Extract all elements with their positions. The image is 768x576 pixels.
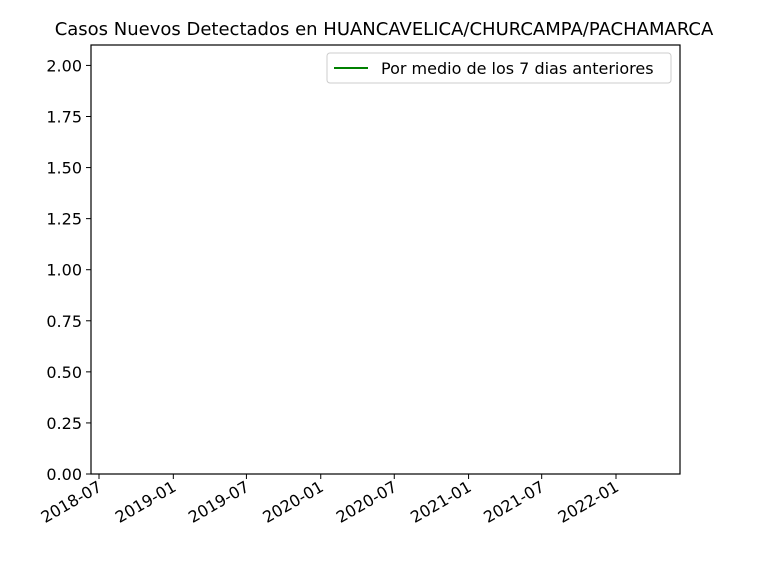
y-tick-label: 0.00 xyxy=(46,465,82,484)
plot-area xyxy=(90,44,681,475)
x-axis: 2018-07 2019-01 2019-07 2020-01 2020-07 2021-… xyxy=(38,474,622,527)
y-tick-label: 1.50 xyxy=(46,159,82,178)
y-tick-label: 1.00 xyxy=(46,261,82,280)
y-axis: 0.00 0.25 0.50 0.75 1.00 1.25 1.50 1.75 2.00 xyxy=(46,56,91,484)
x-tick-label: 2021-07 xyxy=(480,477,547,527)
y-tick-label: 1.25 xyxy=(46,210,82,229)
x-tick-label: 2018-07 xyxy=(38,477,105,527)
x-tick-label: 2022-01 xyxy=(555,477,622,527)
y-tick-label: 0.75 xyxy=(46,312,82,331)
y-tick-label: 0.50 xyxy=(46,363,82,382)
x-tick-label: 2019-07 xyxy=(185,477,252,527)
chart-title: Casos Nuevos Detectados en HUANCAVELICA/… xyxy=(55,19,714,40)
legend-label: Por medio de los 7 dias anteriores xyxy=(381,59,654,78)
y-tick-label: 2.00 xyxy=(46,56,82,75)
y-tick-label: 1.75 xyxy=(46,108,82,127)
x-tick-label: 2019-01 xyxy=(112,477,179,527)
x-tick-label: 2020-01 xyxy=(259,477,326,527)
x-tick-label: 2021-01 xyxy=(407,477,474,527)
x-tick-label: 2020-07 xyxy=(333,477,400,527)
y-tick-label: 0.25 xyxy=(46,414,82,433)
legend: Por medio de los 7 dias anteriores xyxy=(326,52,672,84)
legend-box xyxy=(326,52,672,84)
